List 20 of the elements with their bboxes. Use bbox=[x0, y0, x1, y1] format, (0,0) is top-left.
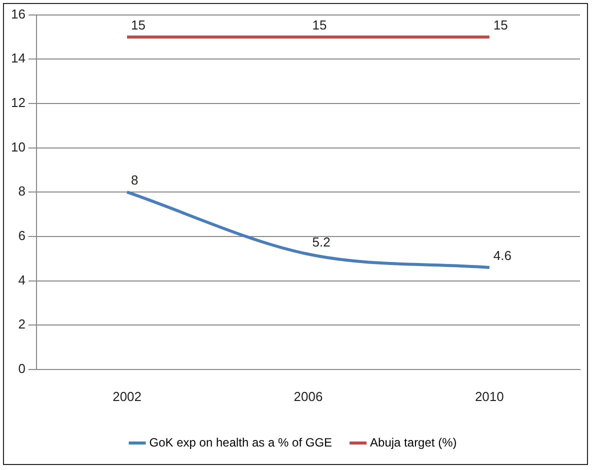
legend-label: GoK exp on health as a % of GGE bbox=[149, 435, 332, 450]
y-tick-label: 4 bbox=[18, 272, 26, 288]
y-tick-label: 10 bbox=[10, 139, 26, 154]
y-tick-label: 8 bbox=[18, 184, 26, 199]
y-tick-label: 14 bbox=[10, 50, 26, 66]
y-tick-label: 16 bbox=[10, 6, 26, 22]
y-tick-label: 12 bbox=[10, 95, 26, 110]
data-label: 8 bbox=[131, 172, 138, 188]
data-label: 5.2 bbox=[312, 234, 330, 250]
y-tick-label: 2 bbox=[18, 316, 26, 332]
x-tick-label: 2010 bbox=[474, 388, 504, 404]
x-tick-label: 2002 bbox=[112, 388, 142, 404]
x-tick-label: 2006 bbox=[294, 388, 323, 404]
y-tick-label: 6 bbox=[18, 228, 26, 244]
data-label: 4.6 bbox=[493, 248, 512, 264]
data-label: 15 bbox=[493, 18, 508, 33]
data-label: 15 bbox=[312, 18, 327, 33]
y-tick-label: 0 bbox=[18, 360, 26, 376]
data-label: 15 bbox=[131, 18, 146, 33]
legend-label: Abuja target (%) bbox=[370, 435, 457, 450]
